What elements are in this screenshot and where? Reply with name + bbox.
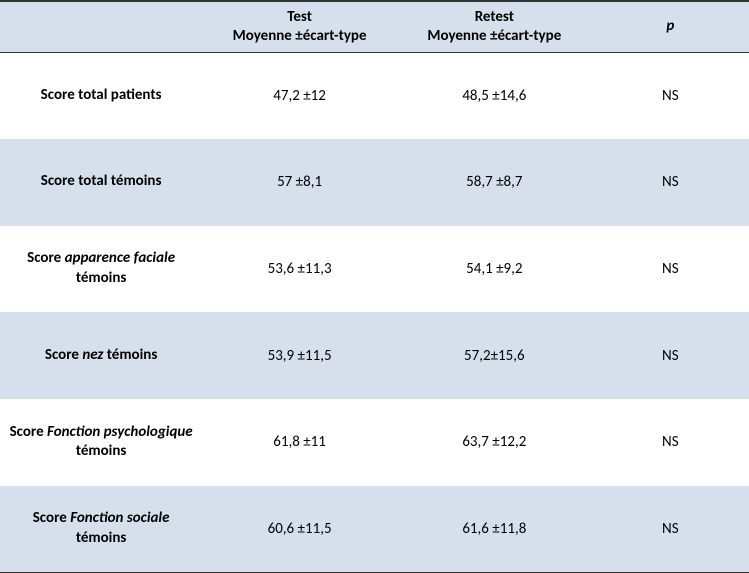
table-row: Score total patients 47,2 ±1248,5 ±14,6NS <box>0 52 749 139</box>
header-retest-line2: Moyenne ±écart-type <box>427 27 561 45</box>
label-part: Score <box>27 249 64 267</box>
retest-value: 48,5 ±14,6 <box>397 52 592 139</box>
row-label: Score Fonction sociale témoins <box>0 486 202 573</box>
header-blank <box>0 1 202 52</box>
retest-value: 57,2±15,6 <box>397 312 592 399</box>
test-value: 60,6 ±11,5 <box>202 486 397 573</box>
label-part: témoins <box>103 346 157 364</box>
table-body: Score total patients47,2 ±1248,5 ±14,6NS… <box>0 52 749 573</box>
label-italic-part: nez <box>82 346 103 364</box>
label-part: Score <box>45 346 82 364</box>
label-part: témoins <box>76 269 127 287</box>
row-label: Score total témoins <box>0 139 202 226</box>
label-part: témoins <box>76 529 127 547</box>
header-test-line2: Moyenne ±écart-type <box>233 27 367 45</box>
stats-table: Test Moyenne ±écart-type Retest Moyenne … <box>0 0 749 573</box>
p-value: NS <box>592 312 749 399</box>
table-row: Score nez témoins53,9 ±11,557,2±15,6NS <box>0 312 749 399</box>
retest-value: 54,1 ±9,2 <box>397 226 592 313</box>
retest-value: 58,7 ±8,7 <box>397 139 592 226</box>
row-label: Score total patients <box>0 52 202 139</box>
p-value: NS <box>592 52 749 139</box>
test-value: 47,2 ±12 <box>202 52 397 139</box>
header-test-line1: Test <box>287 8 312 26</box>
table-row: Score apparence faciale témoins53,6 ±11,… <box>0 226 749 313</box>
row-label: Score nez témoins <box>0 312 202 399</box>
table-row: Score Fonction psychologique témoins61,8… <box>0 399 749 486</box>
label-italic-part: apparence faciale <box>65 249 175 267</box>
test-value: 53,6 ±11,3 <box>202 226 397 313</box>
retest-value: 61,6 ±11,8 <box>397 486 592 573</box>
label-part: Score <box>33 509 70 527</box>
header-test: Test Moyenne ±écart-type <box>202 1 397 52</box>
p-value: NS <box>592 486 749 573</box>
label-part: Score total témoins <box>41 172 162 190</box>
p-value: NS <box>592 139 749 226</box>
label-italic-part: Fonction psychologique <box>47 423 193 441</box>
header-p: p <box>592 1 749 52</box>
table-row: Score total témoins 57 ±8,158,7 ±8,7NS <box>0 139 749 226</box>
test-value: 53,9 ±11,5 <box>202 312 397 399</box>
test-value: 61,8 ±11 <box>202 399 397 486</box>
label-part: Score total patients <box>41 86 162 104</box>
table-row: Score Fonction sociale témoins60,6 ±11,5… <box>0 486 749 573</box>
p-value: NS <box>592 226 749 313</box>
label-italic-part: Fonction sociale <box>70 509 169 527</box>
label-part: Score <box>10 423 47 441</box>
header-retest: Retest Moyenne ±écart-type <box>397 1 592 52</box>
row-label: Score apparence faciale témoins <box>0 226 202 313</box>
row-label: Score Fonction psychologique témoins <box>0 399 202 486</box>
p-value: NS <box>592 399 749 486</box>
table-header-row: Test Moyenne ±écart-type Retest Moyenne … <box>0 1 749 52</box>
label-part: témoins <box>76 442 127 460</box>
header-retest-line1: Retest <box>475 8 514 26</box>
test-value: 57 ±8,1 <box>202 139 397 226</box>
retest-value: 63,7 ±12,2 <box>397 399 592 486</box>
